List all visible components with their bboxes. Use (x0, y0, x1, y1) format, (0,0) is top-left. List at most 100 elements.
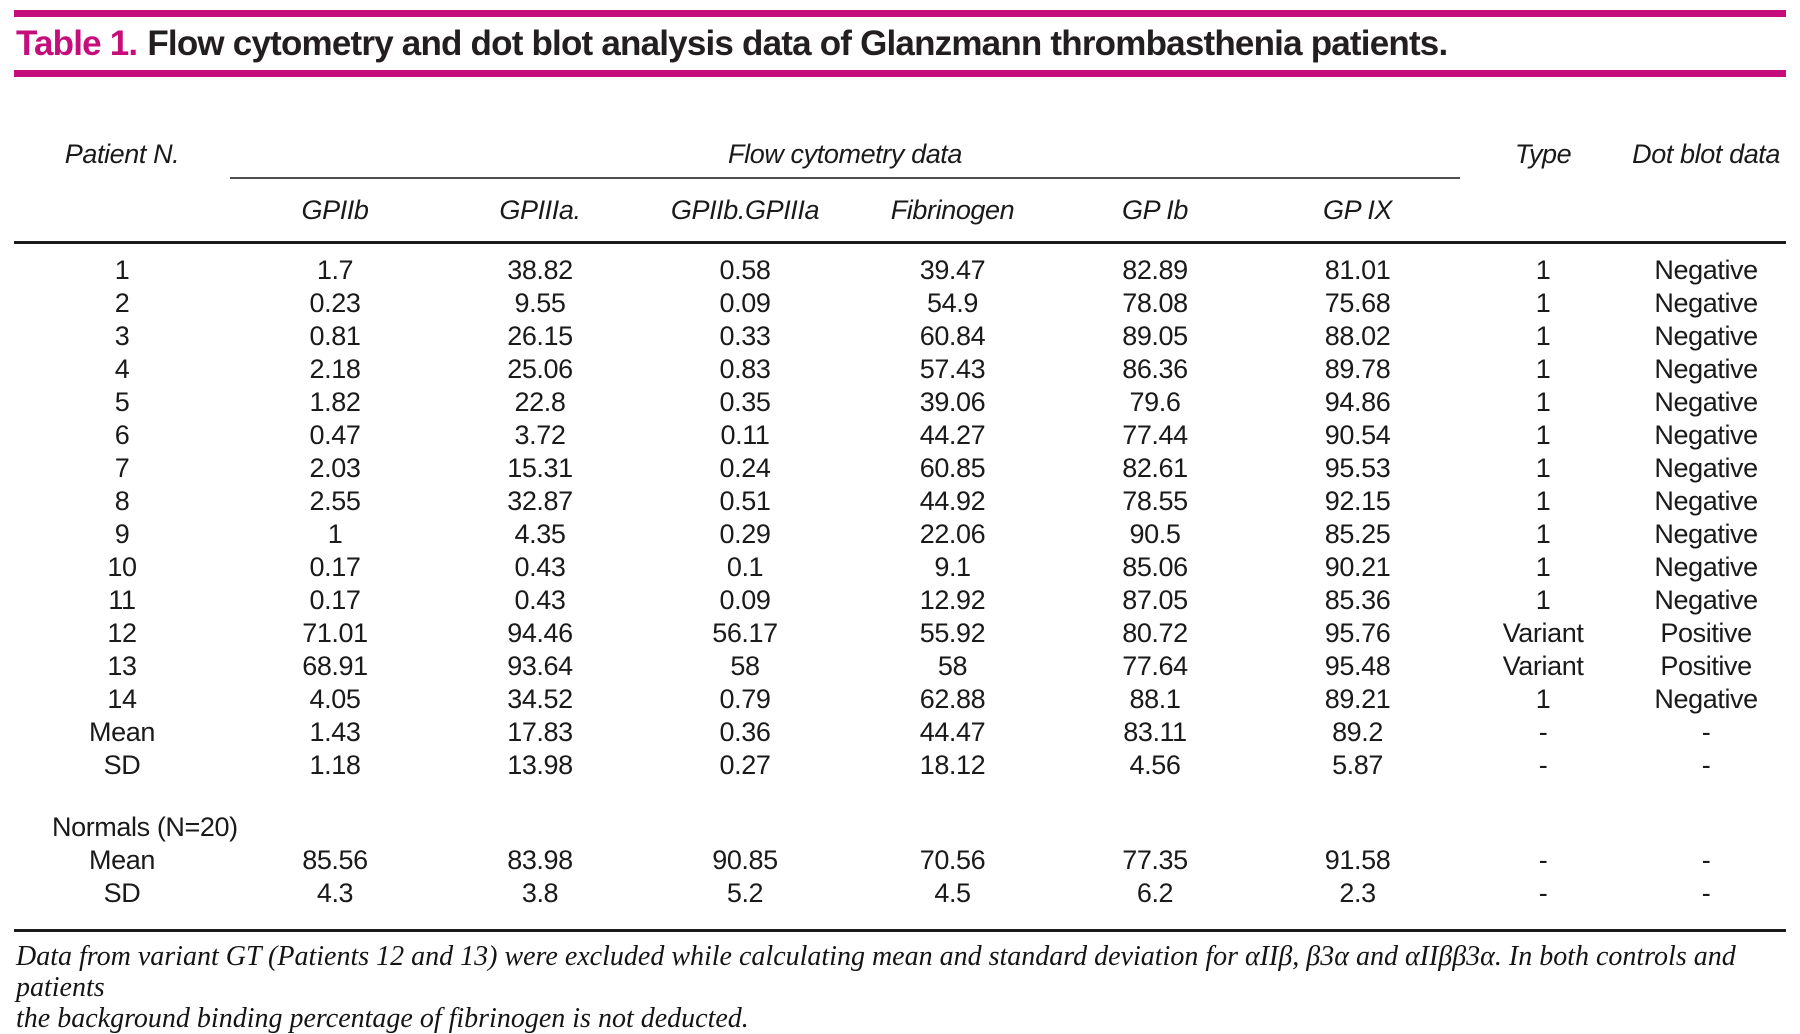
value-cell: 1 (1535, 585, 1551, 615)
value-cell: 1 (1535, 288, 1551, 318)
value-cell: 2.55 (309, 486, 361, 516)
value-cell: Negative (1654, 321, 1758, 351)
value-cell: 44.47 (919, 717, 986, 747)
row-label-cell: 13 (107, 651, 137, 681)
value-cell: Positive (1660, 618, 1752, 648)
table-title-text: Flow cytometry and dot blot analysis dat… (147, 24, 1448, 63)
value-cell: 1 (1535, 486, 1551, 516)
value-cell: 1 (1535, 321, 1551, 351)
value-cell: - (1701, 845, 1711, 875)
value-cell: 95.76 (1324, 618, 1391, 648)
value-cell: 58 (937, 651, 968, 681)
table-row: SD 1.18 13.98 0.27 18.12 4.56 5.87 - - (14, 749, 1786, 782)
value-cell: Variant (1502, 618, 1584, 648)
table-row: 13 68.91 93.64 58 58 77.64 95.48 Variant Positiv… (14, 650, 1786, 683)
value-cell: 1 (1535, 519, 1551, 549)
value-cell: 55.92 (919, 618, 986, 648)
value-cell: 44.92 (919, 486, 986, 516)
value-cell: 0.33 (719, 321, 771, 351)
value-cell: Positive (1660, 651, 1752, 681)
value-cell: 89.05 (1122, 321, 1188, 351)
spacer-row (14, 782, 1786, 811)
value-cell: 78.55 (1122, 486, 1188, 516)
table-row: 5 1.82 22.8 0.35 39.06 79.6 94.86 1 Negative (14, 386, 1786, 419)
value-cell: 70.56 (919, 845, 986, 875)
value-cell: 90.5 (1129, 519, 1181, 549)
row-label-cell: 10 (107, 552, 137, 582)
table-row: 11 0.17 0.43 0.09 12.92 87.05 85.36 1 Negative (14, 584, 1786, 617)
value-cell: 90.85 (712, 845, 778, 875)
value-cell: 82.89 (1055, 241, 1255, 287)
col-header-gpiib-gpiiia: GPIIb.GPIIIa (670, 194, 820, 225)
value-cell: 92.15 (1324, 486, 1391, 516)
value-cell: 2.18 (309, 354, 361, 384)
value-cell: 93.64 (507, 651, 573, 681)
col-header-gpiib: GPIIb (301, 194, 369, 225)
row-label-cell: 14 (107, 684, 137, 714)
value-cell: 2.3 (1339, 878, 1376, 908)
normals-section-label: Normals (N=20) (52, 812, 238, 842)
value-cell: 68.91 (302, 651, 368, 681)
value-cell: 0.43 (514, 552, 566, 582)
value-cell: 0.24 (719, 453, 771, 483)
value-cell: 94.86 (1324, 387, 1391, 417)
col-header-gpib: GP Ib (1121, 194, 1189, 225)
value-cell: 1.18 (309, 750, 361, 780)
value-cell: 4.56 (1129, 750, 1181, 780)
value-cell: 78.08 (1122, 288, 1188, 318)
table-row: 1 1.7 38.82 0.58 39.47 82.89 81.01 1 Negative (14, 241, 1787, 287)
value-cell: 0.11 (720, 420, 770, 450)
value-cell: Negative (1654, 585, 1758, 615)
table-row: 14 4.05 34.52 0.79 62.88 88.1 89.21 1 Negative (14, 683, 1786, 716)
row-label-cell: 1 (14, 241, 230, 287)
value-cell: 15.31 (507, 453, 573, 483)
value-cell: Negative (1654, 519, 1758, 549)
value-cell: 38.82 (440, 241, 640, 287)
value-cell: 0.47 (309, 420, 361, 450)
value-cell: 83.11 (1123, 717, 1187, 747)
value-cell: 81.01 (1255, 241, 1461, 287)
value-cell: 85.36 (1324, 585, 1391, 615)
value-cell: 22.8 (514, 387, 566, 417)
row-label-cell: 4 (114, 354, 130, 384)
value-cell: 5.87 (1332, 750, 1384, 780)
top-accent-rule (14, 10, 1786, 17)
value-cell: 0.23 (309, 288, 361, 318)
value-cell: Negative (1654, 486, 1758, 516)
value-cell: 6.2 (1136, 878, 1174, 908)
value-cell: - (1538, 750, 1548, 780)
footnote-line-2: the background binding percentage of fib… (16, 1003, 749, 1034)
value-cell: 0.79 (719, 684, 771, 714)
value-cell: 0.17 (309, 552, 361, 582)
row-label-cell: 8 (114, 486, 130, 516)
value-cell: 39.47 (850, 241, 1055, 287)
value-cell: 75.68 (1324, 288, 1391, 318)
col-header-gpix: GP IX (1323, 194, 1393, 225)
row-label-cell: 6 (114, 420, 130, 450)
row-label-cell: 2 (114, 288, 130, 318)
table-row: 9 1 4.35 0.29 22.06 90.5 85.25 1 Negative (14, 518, 1786, 551)
value-cell: 0.83 (719, 354, 771, 384)
row-label-cell: 5 (114, 387, 130, 417)
value-cell: 34.52 (507, 684, 573, 714)
value-cell: Negative (1654, 387, 1758, 417)
value-cell: 88.1 (1129, 684, 1181, 714)
value-cell: 0.51 (719, 486, 771, 516)
value-cell: 95.53 (1324, 453, 1391, 483)
flow-cytometry-spanner-header: Flow cytometry data (230, 131, 1461, 179)
value-cell: 26.15 (507, 321, 573, 351)
patient-col-header: Patient N. (64, 139, 180, 169)
value-cell: 60.84 (919, 321, 986, 351)
table-row: Mean 1.43 17.83 0.36 44.47 83.11 89.2 - - (14, 716, 1786, 749)
type-col-header: Type (1514, 139, 1572, 169)
value-cell: 13.98 (507, 750, 573, 780)
value-cell: 18.12 (919, 750, 986, 780)
row-label-cell: SD (103, 878, 141, 908)
value-cell: 0.27 (719, 750, 771, 780)
footnote: Data from variant GT (Patients 12 and 13… (16, 941, 1786, 1034)
value-cell: 90.54 (1324, 420, 1391, 450)
value-cell: 57.43 (919, 354, 986, 384)
value-cell: 54.9 (927, 288, 978, 318)
value-cell: 22.06 (919, 519, 986, 549)
row-label-cell: 7 (114, 453, 130, 483)
